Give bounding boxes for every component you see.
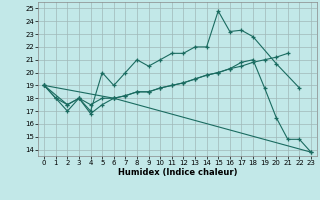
X-axis label: Humidex (Indice chaleur): Humidex (Indice chaleur)	[118, 168, 237, 177]
